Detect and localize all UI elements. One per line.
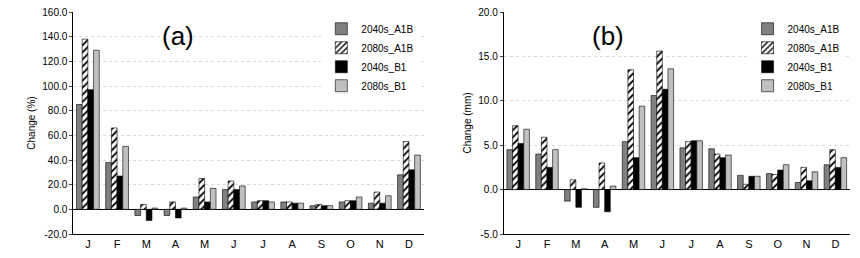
svg-text:(a): (a) xyxy=(162,21,194,51)
svg-text:-20.0: -20.0 xyxy=(45,229,68,240)
svg-text:2080s_B1: 2080s_B1 xyxy=(361,81,406,92)
svg-text:2040s_A1B: 2040s_A1B xyxy=(361,24,413,35)
svg-text:J: J xyxy=(260,238,266,250)
svg-text:160.0: 160.0 xyxy=(42,7,67,18)
svg-text:20.0: 20.0 xyxy=(478,7,498,18)
svg-text:N: N xyxy=(376,238,384,250)
svg-text:60.0: 60.0 xyxy=(48,130,68,141)
svg-text:F: F xyxy=(544,238,551,250)
svg-text:2040s_A1B: 2040s_A1B xyxy=(788,24,840,35)
svg-text:J: J xyxy=(660,238,666,250)
svg-text:0.0: 0.0 xyxy=(484,184,498,195)
svg-text:S: S xyxy=(318,238,325,250)
svg-text:J: J xyxy=(85,238,91,250)
svg-text:2040s_B1: 2040s_B1 xyxy=(361,62,406,73)
svg-text:15.0: 15.0 xyxy=(478,51,498,62)
svg-text:J: J xyxy=(231,238,237,250)
svg-text:2080s_B1: 2080s_B1 xyxy=(788,81,833,92)
svg-text:80.0: 80.0 xyxy=(48,105,68,116)
svg-text:Change (mm): Change (mm) xyxy=(462,92,473,153)
svg-text:-5.0: -5.0 xyxy=(481,229,499,240)
svg-text:S: S xyxy=(745,238,752,250)
svg-text:J: J xyxy=(515,238,521,250)
svg-text:O: O xyxy=(773,238,782,250)
svg-text:2080s_A1B: 2080s_A1B xyxy=(361,43,413,54)
svg-text:A: A xyxy=(601,238,609,250)
svg-text:A: A xyxy=(172,238,180,250)
svg-text:120.0: 120.0 xyxy=(42,56,67,67)
svg-text:D: D xyxy=(831,238,839,250)
svg-text:40.0: 40.0 xyxy=(48,155,68,166)
svg-text:140.0: 140.0 xyxy=(42,31,67,42)
svg-text:20.0: 20.0 xyxy=(48,179,68,190)
svg-text:100.0: 100.0 xyxy=(42,81,67,92)
svg-text:J: J xyxy=(688,238,694,250)
svg-text:O: O xyxy=(346,238,355,250)
svg-text:D: D xyxy=(405,238,413,250)
svg-text:M: M xyxy=(571,238,580,250)
svg-text:2040s_B1: 2040s_B1 xyxy=(788,62,833,73)
svg-text:A: A xyxy=(289,238,297,250)
svg-text:(b): (b) xyxy=(592,21,624,51)
svg-text:N: N xyxy=(803,238,811,250)
svg-text:A: A xyxy=(716,238,724,250)
svg-text:M: M xyxy=(200,238,209,250)
svg-text:0.0: 0.0 xyxy=(53,204,67,215)
svg-text:2080s_A1B: 2080s_A1B xyxy=(788,43,840,54)
svg-text:M: M xyxy=(629,238,638,250)
svg-text:10.0: 10.0 xyxy=(478,95,498,106)
svg-text:F: F xyxy=(114,238,121,250)
svg-text:5.0: 5.0 xyxy=(484,140,498,151)
svg-text:M: M xyxy=(142,238,151,250)
svg-text:Change (%): Change (%) xyxy=(26,96,37,149)
